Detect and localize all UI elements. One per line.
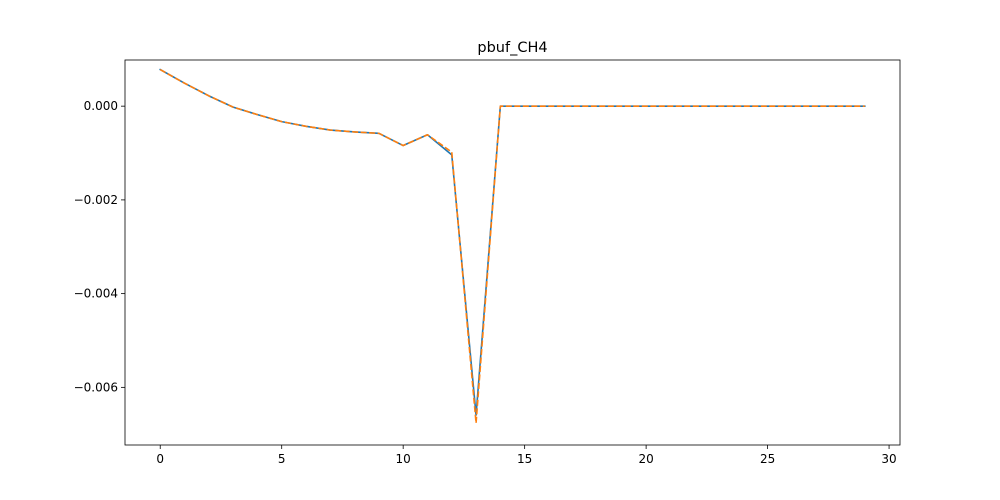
x-tick-label: 5 (278, 452, 286, 466)
series-layer (159, 68, 866, 424)
y-tick-label: −0.006 (74, 380, 118, 394)
y-tick-label: 0.000 (84, 99, 118, 113)
x-tick-label: 15 (517, 452, 532, 466)
y-tick-label: −0.004 (74, 287, 118, 301)
plot-frame (124, 59, 901, 446)
y-tick-label: −0.002 (74, 193, 118, 207)
x-tick-label: 10 (396, 452, 411, 466)
chart-title: pbuf_CH4 (477, 40, 547, 56)
y-axis: 0.000 −0.002 −0.004 −0.006 (74, 99, 125, 394)
x-tick-label: 20 (638, 452, 653, 466)
plot-area (125, 60, 900, 445)
series-line-2 (159, 68, 865, 424)
x-axis: 0 5 10 15 20 25 30 (156, 445, 897, 466)
x-tick-label: 30 (881, 452, 896, 466)
x-tick-label: 25 (760, 452, 775, 466)
x-tick-label: 0 (156, 452, 164, 466)
